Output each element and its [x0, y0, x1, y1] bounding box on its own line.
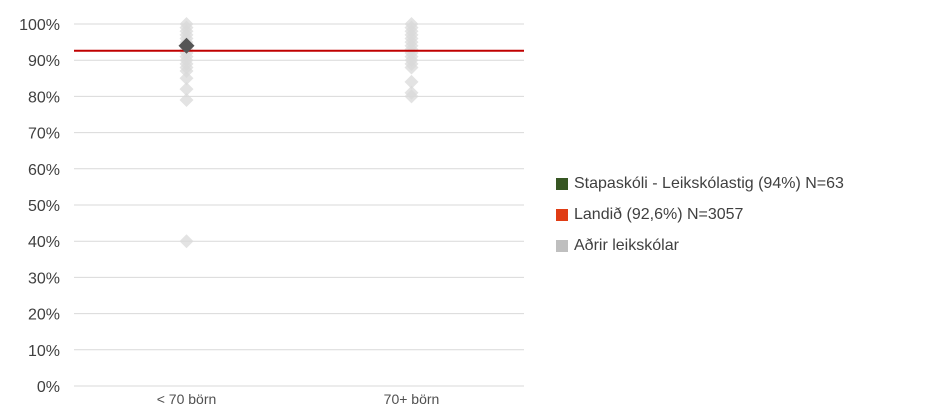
y-tick-label: 30%: [28, 270, 60, 287]
data-point-other: [404, 60, 419, 75]
data-point-other: [179, 82, 194, 97]
legend: Stapaskóli - Leikskólastig (94%) N=63 La…: [556, 168, 844, 261]
legend-label-others: Aðrir leikskólar: [574, 236, 679, 254]
y-tick-label: 90%: [28, 53, 60, 70]
y-tick-label: 70%: [28, 126, 60, 143]
y-tick-label: 80%: [28, 89, 60, 106]
legend-item-others: Aðrir leikskólar: [556, 230, 844, 261]
legend-swatch-national: [556, 208, 568, 221]
y-tick-labels: 100% 90% 80% 70% 60% 50% 40% 30% 20% 10% 0%: [19, 17, 60, 396]
y-tick-label: 50%: [28, 198, 60, 215]
x-tick-labels: < 70 börn 70+ börn: [157, 391, 440, 407]
y-tick-label: 40%: [28, 234, 60, 251]
data-point-other: [404, 74, 419, 89]
data-point-highlight: [178, 37, 195, 54]
legend-item-highlight: Stapaskóli - Leikskólastig (94%) N=63: [556, 168, 844, 199]
y-tick-label: 100%: [19, 17, 60, 34]
y-tick-label: 20%: [28, 307, 60, 324]
data-point-other: [179, 71, 194, 86]
data-point-other: [404, 89, 419, 104]
y-tick-label: 60%: [28, 162, 60, 179]
data-point-other: [179, 234, 194, 249]
x-tick-label: < 70 börn: [157, 391, 217, 407]
highlight-group: [178, 37, 195, 54]
y-tick-label: 10%: [28, 343, 60, 360]
y-tick-label: 0%: [37, 379, 60, 396]
x-tick-label: 70+ börn: [384, 391, 440, 407]
legend-label-national: Landið (92,6%) N=3057: [574, 205, 744, 223]
legend-swatch-others: [556, 239, 568, 252]
legend-label-highlight: Stapaskóli - Leikskólastig (94%) N=63: [574, 174, 844, 192]
data-point-other: [179, 93, 194, 108]
legend-swatch-highlight: [556, 177, 568, 190]
legend-item-national: Landið (92,6%) N=3057: [556, 199, 844, 230]
gridlines: [74, 23, 524, 387]
data-point-other: [179, 64, 194, 79]
